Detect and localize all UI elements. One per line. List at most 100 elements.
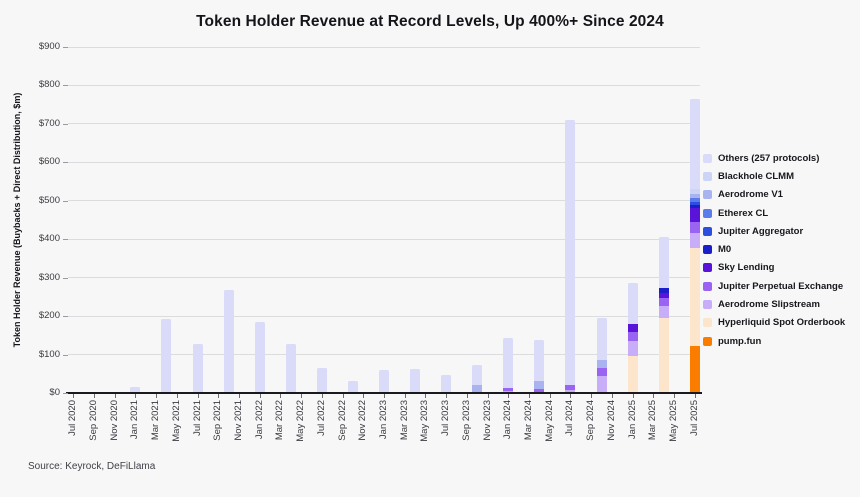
x-tick-label: Nov 2022 — [357, 400, 369, 450]
x-tick-label-text: Nov 2021 — [232, 400, 244, 441]
y-tickmark — [63, 277, 68, 279]
y-tickmark — [63, 85, 68, 87]
y-tick-label: $400 — [38, 233, 60, 245]
bar-segment — [627, 323, 638, 332]
x-tick-label-text: May 2022 — [295, 400, 307, 442]
x-tick-label: Mar 2023 — [399, 400, 411, 450]
x-tickmark — [549, 394, 551, 398]
x-tick-label: Jan 2021 — [129, 400, 141, 450]
legend-label: Aerodrome Slipstream — [718, 299, 820, 311]
bar-segment — [627, 356, 638, 393]
x-tick-label: May 2021 — [171, 400, 183, 450]
x-tick-label-text: Jul 2025 — [688, 400, 700, 436]
x-tick-label: May 2022 — [295, 400, 307, 450]
y-tick-label: $700 — [38, 117, 60, 129]
legend-item: pump.fun — [703, 332, 858, 350]
x-tick-label: Mar 2021 — [150, 400, 162, 450]
bar-segment — [472, 385, 483, 393]
x-tick-label-text: Mar 2025 — [647, 400, 659, 441]
legend-swatch-icon — [703, 281, 712, 291]
y-tick-label: $0 — [49, 387, 60, 398]
legend-swatch-icon — [703, 263, 712, 273]
x-tick-label: Sep 2024 — [585, 400, 597, 450]
x-tickmark — [280, 394, 282, 398]
x-axis-line — [66, 392, 702, 394]
x-tick-label-text: Nov 2022 — [357, 400, 369, 441]
x-tick-label: May 2024 — [544, 400, 556, 450]
x-tickmark — [611, 394, 613, 398]
x-tickmark — [238, 394, 240, 398]
bar-segment — [223, 289, 234, 393]
bar-segment — [689, 204, 700, 209]
x-tick-label-text: Sep 2023 — [460, 400, 472, 441]
y-tick-label: $500 — [38, 194, 60, 206]
x-tickmark — [73, 394, 75, 398]
x-tick-label-text: May 2024 — [543, 400, 555, 442]
x-tick-label-text: Nov 2020 — [108, 400, 120, 441]
gridline — [68, 315, 700, 317]
bar-segment — [565, 384, 576, 390]
y-tick-label: $900 — [38, 41, 60, 52]
x-tick-label-text: Jan 2021 — [129, 400, 141, 440]
legend-swatch-icon — [703, 190, 712, 200]
x-tick-label: Jul 2023 — [440, 400, 452, 450]
x-tickmark — [674, 394, 676, 398]
bar-segment — [596, 376, 607, 393]
bar-segment — [534, 339, 545, 382]
x-tickmark — [466, 394, 468, 398]
x-tickmark — [404, 394, 406, 398]
x-tickmark — [93, 394, 95, 398]
x-tick-label: Jul 2024 — [564, 400, 576, 450]
y-tickmark — [63, 393, 68, 394]
x-tick-label: Sep 2022 — [337, 400, 349, 450]
gridline — [68, 277, 700, 279]
x-tick-label-text: Jul 2024 — [564, 400, 576, 436]
x-tick-label-text: Sep 2021 — [212, 400, 224, 441]
legend-label: M0 — [718, 244, 732, 256]
x-tickmark — [321, 394, 323, 398]
legend-item: Sky Lending — [703, 259, 858, 277]
x-tick-label-text: Jan 2024 — [502, 400, 514, 440]
bar-segment — [658, 287, 669, 293]
x-tick-label: Mar 2024 — [523, 400, 535, 450]
bar-segment — [627, 283, 638, 324]
bar-segment — [534, 381, 545, 389]
x-tick-label: Jan 2024 — [502, 400, 514, 450]
x-tickmark — [529, 394, 531, 398]
bar-segment — [534, 388, 545, 393]
x-tick-label-text: Sep 2022 — [336, 400, 348, 441]
bar-segment — [627, 341, 638, 357]
bar-segment — [565, 120, 576, 385]
x-tickmark — [363, 394, 365, 398]
bar-segment — [596, 359, 607, 368]
gridline — [68, 123, 700, 125]
bar-segment — [658, 236, 669, 288]
bar-segment — [689, 189, 700, 195]
x-tickmark — [487, 394, 489, 398]
x-tick-label-text: Mar 2022 — [274, 400, 286, 441]
x-tick-label: Nov 2020 — [109, 400, 121, 450]
x-tickmark — [632, 394, 634, 398]
gridline — [68, 238, 700, 240]
gridline — [68, 84, 700, 86]
bar-segment — [689, 197, 700, 202]
legend-label: pump.fun — [718, 335, 762, 347]
x-tick-label: Nov 2023 — [482, 400, 494, 450]
x-tickmark — [135, 394, 137, 398]
bar-segment — [596, 367, 607, 377]
legend-label: Jupiter Aggregator — [718, 225, 804, 237]
legend-swatch-icon — [703, 208, 712, 218]
x-tick-label-text: Jan 2025 — [626, 400, 638, 440]
y-tickmark — [63, 47, 68, 48]
x-tickmark — [653, 394, 655, 398]
legend-item: Aerodrome V1 — [703, 186, 858, 204]
x-tickmark — [301, 394, 303, 398]
gridline — [68, 200, 700, 202]
x-tick-label-text: Jan 2022 — [253, 400, 265, 440]
bar-segment — [472, 364, 483, 386]
x-tickmark — [218, 394, 220, 398]
bar-segment — [658, 306, 669, 318]
x-tickmark — [384, 394, 385, 398]
legend-item: Jupiter Perpetual Exchange — [703, 277, 858, 295]
